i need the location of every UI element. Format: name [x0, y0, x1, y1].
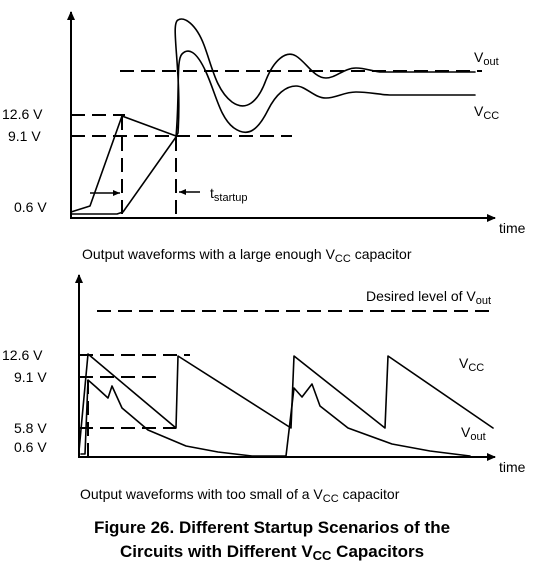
bottom-vout-waveform — [80, 379, 471, 457]
top-caption: Output waveforms with a large enough VCC… — [82, 246, 412, 265]
bottom-desired-level-label: Desired level of Vout — [366, 288, 491, 307]
top-label-12-6: 12.6 V — [2, 106, 43, 122]
bottom-chart: 12.6 V 9.1 V 5.8 V 0.6 V time Desired le… — [2, 274, 526, 505]
bottom-vout-label: Vout — [461, 424, 486, 443]
top-vcc-waveform — [70, 18, 476, 213]
top-time-label: time — [499, 220, 526, 236]
top-vcc-label: VCC — [474, 103, 499, 122]
top-chart: 12.6 V 9.1 V 0.6 V time Vout VCC tstartu… — [2, 11, 526, 265]
top-vout-label: Vout — [474, 49, 499, 68]
top-vout-waveform — [70, 50, 476, 215]
figure-title-line-2: Circuits with Different VCC Capacitors — [120, 542, 424, 563]
bottom-time-label: time — [499, 459, 526, 475]
figure-title-line-1: Figure 26. Different Startup Scenarios o… — [94, 518, 450, 537]
top-label-0-6: 0.6 V — [14, 199, 47, 215]
bottom-label-9-1: 9.1 V — [14, 369, 47, 385]
bottom-caption: Output waveforms with too small of a VCC… — [80, 486, 400, 505]
top-tstartup-label: tstartup — [210, 185, 248, 204]
bottom-vcc-label: VCC — [459, 355, 484, 374]
figure-title: Figure 26. Different Startup Scenarios o… — [94, 518, 450, 563]
top-label-9-1: 9.1 V — [8, 128, 41, 144]
bottom-vcc-waveform — [78, 353, 494, 452]
bottom-label-0-6: 0.6 V — [14, 439, 47, 455]
bottom-label-12-6: 12.6 V — [2, 347, 43, 363]
bottom-label-5-8: 5.8 V — [14, 420, 47, 436]
